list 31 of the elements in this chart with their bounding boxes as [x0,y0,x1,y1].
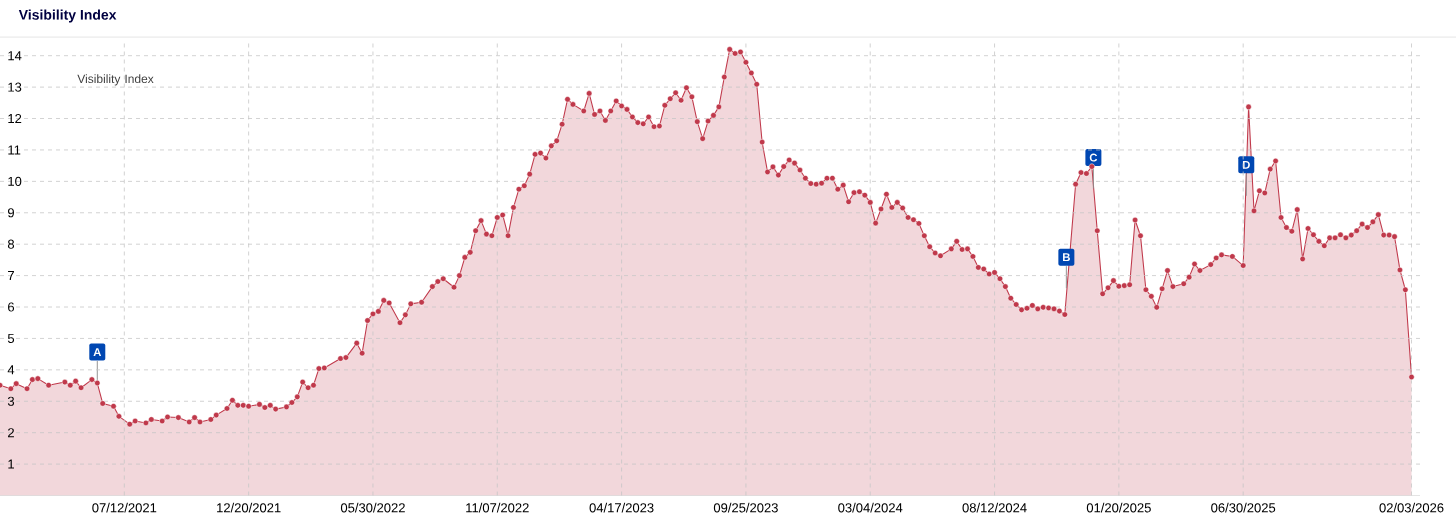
x-tick-label: 05/30/2022 [340,502,405,513]
y-tick-label: 7 [8,271,14,281]
x-tick-label: 03/04/2024 [838,502,903,513]
y-tick-label: 12 [8,113,22,124]
x-tick-label: 04/17/2023 [589,502,654,513]
y-tick-label: 6 [8,302,15,312]
x-tick-label: 11/07/2022 [466,502,529,513]
x-tick-label: 12/20/2021 [217,502,281,513]
y-tick-label: 9 [7,208,14,218]
annotation: A [93,348,102,356]
y-tick-label: 13 [8,82,22,92]
annotation: C [1089,153,1098,162]
y-tick-label: 5 [7,333,15,343]
y-tick-label: 4 [7,365,15,375]
y-tick-label: 8 [7,239,15,249]
x-tick-label: 06/30/2025 [1211,502,1276,513]
x-tick-label: 07/12/2021 [92,502,157,513]
chart-title: Visibility Index [18,9,117,23]
y-tick-label: 11 [8,145,21,155]
x-tick-label: 01/20/2025 [1086,502,1151,513]
y-tick-label: 3 [7,396,15,406]
x-tick-label: 08/12/2024 [962,502,1027,513]
x-tick-label: 02/03/2026 [1379,502,1444,513]
y-tick-label: 1 [8,459,14,469]
annotation: D [1242,160,1250,169]
annotation: B [1063,253,1070,262]
y-tick-label: 10 [8,176,22,186]
x-tick-label: 09/25/2023 [713,502,778,513]
y-tick-label: 2 [8,428,14,438]
legend-title: Visibility Index [77,74,154,86]
y-tick-label: 14 [8,51,22,61]
